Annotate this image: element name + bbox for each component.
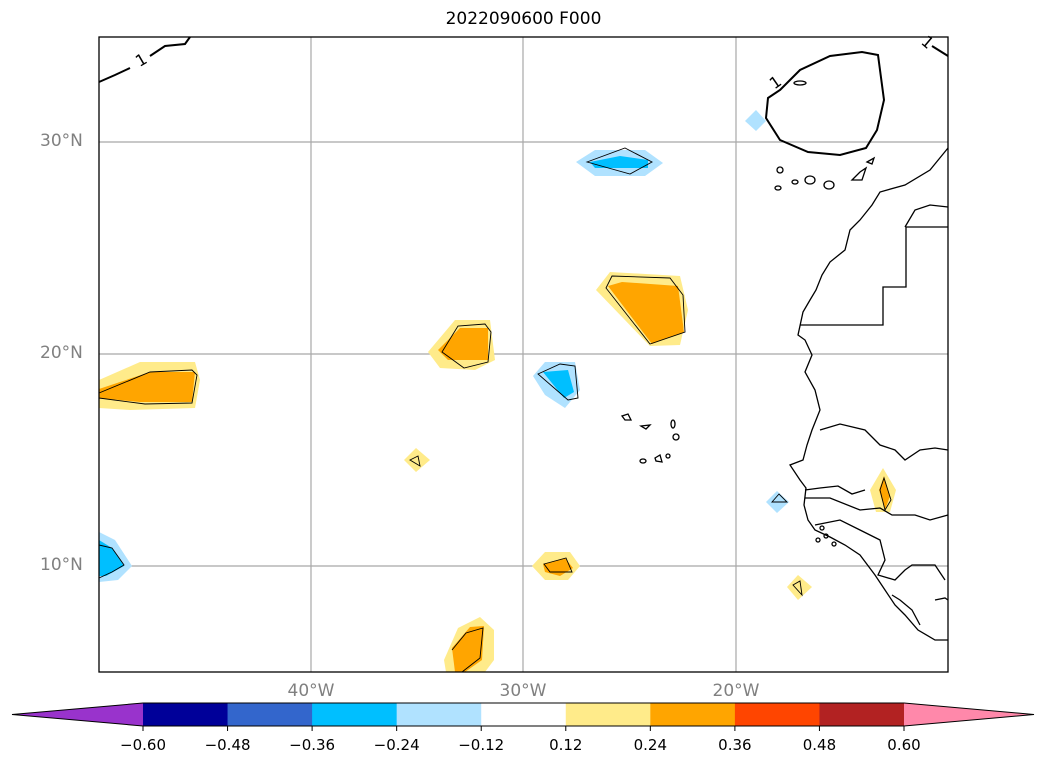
border-guinea xyxy=(814,519,946,581)
island-cape-verde-1 xyxy=(620,413,633,421)
colorbar-tick-label: 0.12 xyxy=(549,736,583,754)
lat-label-30n: 30°N xyxy=(40,131,83,151)
colorbar-segment xyxy=(143,703,229,726)
colorbar-tick-label: −0.24 xyxy=(373,736,420,754)
colorbar-segment xyxy=(565,703,651,726)
island-bijagos-1 xyxy=(815,537,821,543)
colorbar-tick-label: 0.24 xyxy=(633,736,668,754)
island-cape-verde-7 xyxy=(665,453,671,459)
positive-anomaly-9n-18w xyxy=(787,575,812,600)
contour-1-top-right xyxy=(931,45,949,57)
negative-anomaly-31n-21w xyxy=(745,110,766,131)
island-canary-6 xyxy=(865,156,876,165)
shaded-anomalies xyxy=(99,110,896,672)
colorbar-extend-high xyxy=(904,703,1034,726)
colorbar-tick-label: −0.36 xyxy=(289,736,336,754)
positive-anomaly-20n-33w-core xyxy=(438,328,488,360)
island-bijagos-2 xyxy=(823,533,829,539)
island-canary-4 xyxy=(823,180,835,190)
coastline-africa xyxy=(789,147,949,641)
island-canary-5 xyxy=(850,166,868,181)
positive-anomaly-6n-33w-core xyxy=(452,626,484,672)
island-cape-verde-3 xyxy=(670,419,676,429)
lat-label-10n: 10°N xyxy=(40,555,83,575)
map-frame xyxy=(98,36,949,673)
border-gambia xyxy=(805,497,949,521)
colorbar-tick-label: 0.36 xyxy=(718,736,752,754)
lon-label-30w: 30°W xyxy=(499,681,547,701)
border-senegal xyxy=(804,485,866,495)
island-canary-1 xyxy=(776,166,784,174)
positive-anomaly-18n-49w-core xyxy=(99,372,195,402)
border-western-sahara xyxy=(800,226,948,326)
colorbar-segment xyxy=(312,703,398,726)
contour-label-1a: 1 xyxy=(132,49,150,71)
thin-contours xyxy=(98,147,892,673)
negative-anomaly-10n-50w-core xyxy=(99,540,124,576)
island-madeira xyxy=(793,80,807,86)
island-canary-2 xyxy=(791,179,799,185)
colorbar-segment xyxy=(227,703,313,726)
negative-anomaly-29n-25w-core xyxy=(590,156,648,168)
positive-anomaly-15n-35w xyxy=(404,448,430,472)
border-sierra-leone xyxy=(891,594,921,626)
island-cape-verde-4 xyxy=(672,433,680,441)
contour-label-1c: 1 xyxy=(918,32,938,53)
contour-1-closed-loop xyxy=(764,50,886,157)
negative-anomaly-19n-28w-core xyxy=(543,370,574,398)
colorbar-segment xyxy=(734,703,820,726)
island-canary-7 xyxy=(774,185,782,191)
island-bijagos-3 xyxy=(831,541,837,547)
colorbar xyxy=(11,702,1035,731)
lon-label-40w: 40°W xyxy=(287,681,335,701)
colorbar-extend-low xyxy=(12,703,143,726)
colorbar-tick-label: −0.60 xyxy=(120,736,166,754)
colorbar-segment xyxy=(819,703,905,726)
border-morocco xyxy=(904,204,949,228)
positive-anomaly-22n-25w-core xyxy=(608,282,684,344)
border-mauritania-mali xyxy=(819,423,949,461)
island-cape-verde-2 xyxy=(639,424,652,430)
map-title: 2022090600 F000 xyxy=(445,9,602,29)
colorbar-tick-label: −0.48 xyxy=(204,736,251,754)
colorbar-segment xyxy=(481,703,567,726)
island-cape-verde-6 xyxy=(654,454,663,463)
contour-1-top-left-b xyxy=(149,36,191,57)
colorbar-segment xyxy=(650,703,736,726)
island-canary-3 xyxy=(804,175,816,185)
island-bijagos-4 xyxy=(819,525,825,531)
graticule xyxy=(99,37,948,672)
contour-label-1b: 1 xyxy=(766,72,785,93)
colorbar-segment xyxy=(396,703,482,726)
lat-label-20n: 20°N xyxy=(40,343,83,363)
coastline xyxy=(620,80,949,641)
colorbar-tick-label: 0.48 xyxy=(802,736,837,754)
lon-label-20w: 20°W xyxy=(712,681,760,701)
thick-contours xyxy=(98,36,949,157)
island-cape-verde-5 xyxy=(639,458,647,464)
border-liberia xyxy=(934,597,949,601)
colorbar-tick-label: −0.12 xyxy=(458,736,505,754)
contour-1-top-left xyxy=(98,67,131,83)
colorbar-tick-label: 0.60 xyxy=(887,736,921,754)
